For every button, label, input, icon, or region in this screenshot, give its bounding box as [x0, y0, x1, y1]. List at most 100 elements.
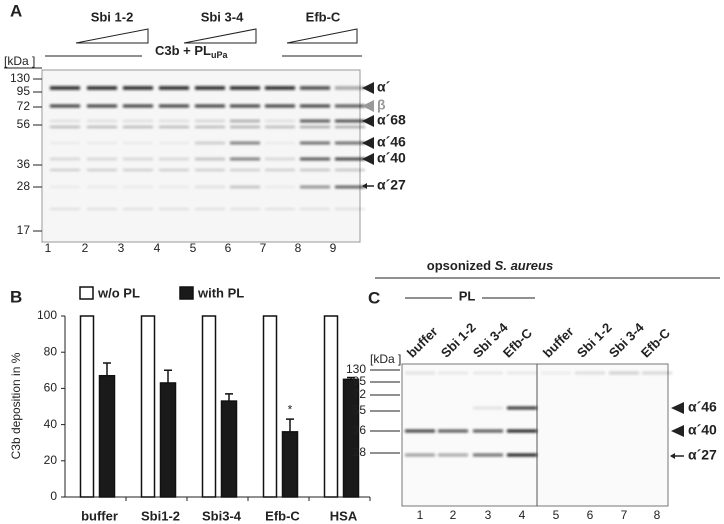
gel-band: [123, 119, 153, 123]
unit-label: [kDa ]: [4, 54, 35, 68]
gel-band: [230, 104, 260, 108]
y-tick-label: 20: [44, 453, 58, 467]
gel-band: [300, 126, 330, 128]
gel-band: [87, 119, 117, 123]
gel-band: [195, 185, 225, 189]
x-tick-label: Sbi1-2: [141, 508, 180, 523]
band-label: α´27: [377, 177, 406, 193]
gel-band: [265, 169, 295, 171]
gel-band: [438, 453, 468, 457]
gel-band: [473, 453, 503, 457]
arrowhead: [362, 82, 374, 94]
gel-band: [300, 157, 330, 161]
error-bar: [286, 418, 294, 432]
gel-band: [300, 185, 330, 189]
error-bar: [164, 369, 172, 383]
gel-band: [195, 157, 225, 161]
lane-number: 3: [485, 508, 492, 522]
gel-band: [123, 185, 153, 189]
lane-number: 5: [553, 508, 560, 522]
marker-label: 36: [17, 157, 31, 171]
gel-band: [507, 406, 537, 410]
gel-band: [123, 169, 153, 171]
gel-band: [87, 185, 117, 189]
gel-band: [265, 104, 295, 108]
panel-label: A: [10, 1, 22, 20]
gel-band: [642, 371, 672, 375]
gel-band: [159, 169, 189, 171]
gel-band: [335, 185, 365, 189]
x-tick-label: buffer: [81, 508, 118, 523]
gel-band: [438, 371, 468, 375]
marker-label: 55: [353, 403, 367, 417]
gel-band: [335, 157, 365, 161]
gel-band: [335, 169, 365, 171]
y-tick-label: 40: [44, 417, 58, 431]
bar: [98, 374, 116, 498]
gel-band: [159, 119, 189, 123]
band-label: α´68: [377, 112, 406, 128]
gel-band: [473, 406, 503, 410]
legend-swatch: [179, 286, 194, 300]
gel-band: [405, 429, 435, 433]
gel-band: [159, 157, 189, 161]
lane-number: 4: [154, 241, 161, 255]
gel-band: [405, 371, 435, 375]
gel-band: [230, 126, 260, 128]
gel-band: [50, 141, 80, 145]
x-tick-label: Sbi3-4: [202, 508, 242, 523]
gel-band: [473, 429, 503, 433]
gel-band: [87, 141, 117, 145]
gel-band: [195, 126, 225, 128]
gel-band: [300, 119, 330, 123]
gel-band: [300, 104, 330, 108]
gel-band: [335, 208, 365, 210]
gel-band: [195, 169, 225, 171]
marker-label: 95: [17, 84, 31, 98]
gel-band: [230, 141, 260, 145]
gel-band: [300, 141, 330, 145]
gel-band: [300, 208, 330, 210]
gel-band: [195, 119, 225, 123]
band-label: α´46: [377, 134, 406, 150]
bar: [79, 315, 95, 498]
gel-band: [405, 453, 435, 457]
band-label: α´46: [688, 399, 717, 415]
gel-band: [195, 141, 225, 145]
lane-number: 9: [330, 241, 337, 255]
gel-band: [50, 169, 80, 171]
gel-band: [50, 208, 80, 210]
marker-label: 28: [353, 445, 367, 459]
marker-label: 130: [346, 362, 366, 376]
gel-band: [50, 119, 80, 123]
gel-band: [159, 208, 189, 210]
gel-band: [87, 104, 117, 108]
gel-band: [159, 104, 189, 108]
gel-band: [265, 119, 295, 123]
y-tick-label: 0: [50, 489, 57, 503]
gel-band: [50, 185, 80, 189]
arrowhead: [362, 183, 367, 189]
gel-band: [575, 371, 605, 375]
panel-label: C: [368, 288, 380, 307]
legend-label: with PL: [197, 285, 244, 300]
bar: [201, 315, 217, 498]
unit-label: [kDa ]: [370, 352, 401, 366]
pl-label: PL: [459, 288, 476, 303]
lane-number: 8: [295, 241, 302, 255]
gel-band: [159, 126, 189, 128]
gel-band: [87, 126, 117, 128]
group-label: Sbi 3-4: [201, 9, 244, 24]
marker-label: 28: [17, 179, 31, 193]
bar: [220, 400, 238, 498]
y-tick-label: 80: [44, 344, 58, 358]
error-bar: [103, 362, 111, 376]
gel-band: [159, 86, 189, 90]
gel-band: [230, 208, 260, 210]
lane-number: 2: [450, 508, 457, 522]
marker-label: 72: [17, 99, 31, 113]
lane-number: 7: [260, 241, 267, 255]
gel-band: [265, 185, 295, 189]
y-axis-label: C3b deposition in %: [9, 352, 23, 459]
